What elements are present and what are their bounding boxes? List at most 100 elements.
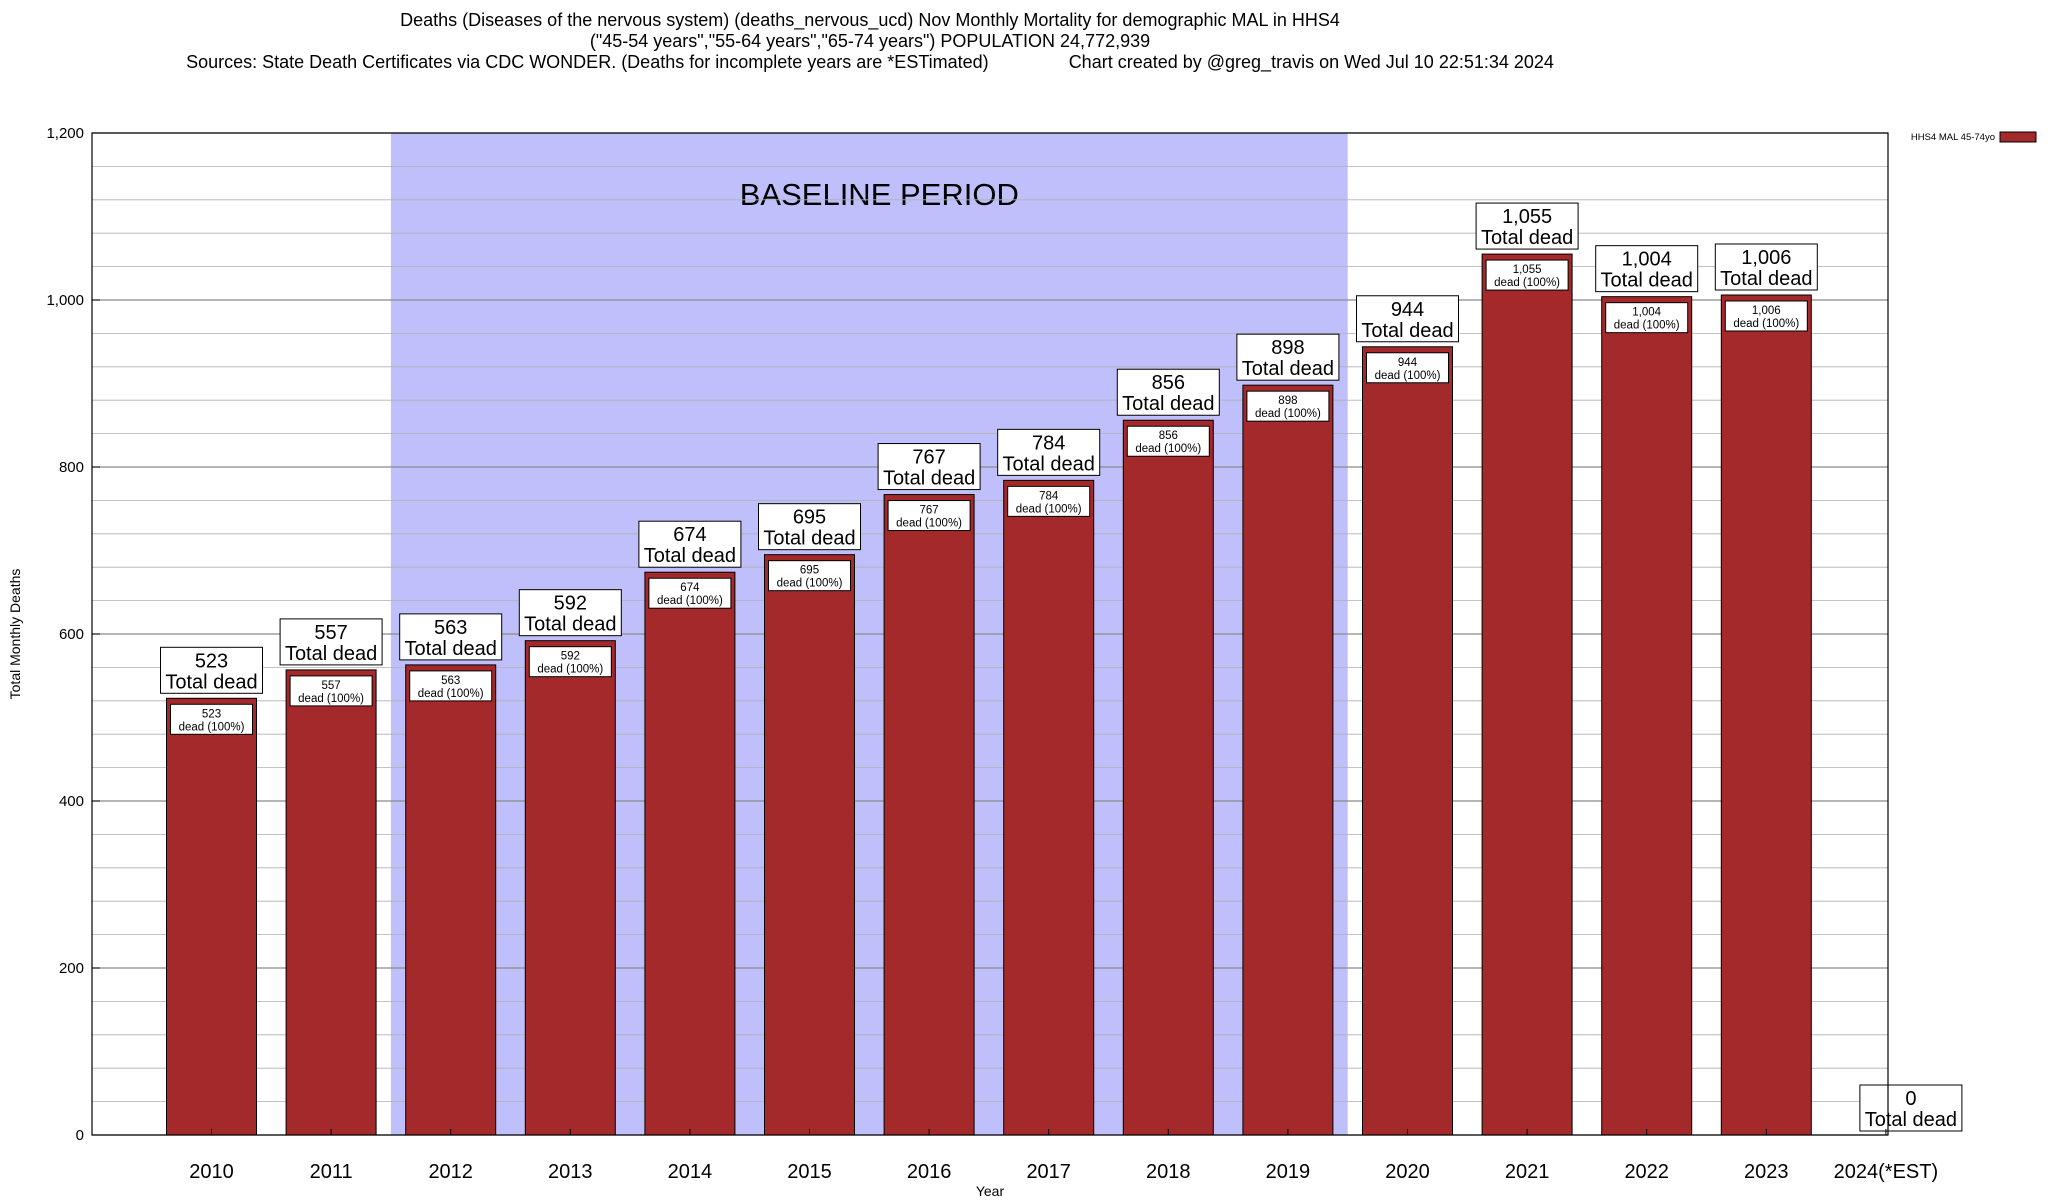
total-dead-label: Total dead bbox=[1481, 227, 1573, 249]
total-value-label: 1,006 bbox=[1741, 247, 1791, 269]
inner-label-box bbox=[1126, 425, 1210, 457]
inner-dead-label: dead (100%) bbox=[777, 578, 843, 590]
inner-value-label: 563 bbox=[441, 675, 460, 687]
chart-subtitle: ("45-54 years","55-64 years","65-74 year… bbox=[589, 31, 1151, 51]
bar bbox=[166, 697, 257, 1136]
total-value-label: 944 bbox=[1391, 299, 1424, 321]
x-tick-label: 2015 bbox=[787, 1161, 832, 1183]
bar bbox=[1601, 296, 1693, 1136]
inner-label-box bbox=[768, 560, 851, 592]
x-tick-label: 2011 bbox=[310, 1161, 353, 1183]
x-tick-label: 2021 bbox=[1505, 1161, 1550, 1183]
total-label-box bbox=[518, 589, 622, 637]
total-dead-label: Total dead bbox=[1601, 270, 1693, 292]
inner-value-label: 557 bbox=[322, 680, 341, 692]
y-tick-label: 600 bbox=[59, 626, 84, 643]
plot-frame bbox=[91, 132, 1889, 1136]
inner-value-label: 674 bbox=[680, 582, 700, 594]
inner-dead-label: dead (100%) bbox=[1733, 318, 1799, 330]
inner-label-box bbox=[1724, 300, 1808, 332]
total-dead-label: Total dead bbox=[883, 468, 975, 490]
y-tick-label: 1,200 bbox=[46, 125, 84, 142]
bar bbox=[764, 554, 855, 1136]
total-value-label: 1,004 bbox=[1622, 249, 1672, 271]
total-value-label: 856 bbox=[1152, 372, 1185, 394]
y-tick-label: 800 bbox=[59, 459, 84, 476]
x-tick-label: 2020 bbox=[1385, 1161, 1430, 1183]
total-dead-label: Total dead bbox=[644, 545, 736, 567]
y-tick-label: 200 bbox=[59, 960, 84, 977]
x-tick-label: 2010 bbox=[189, 1161, 234, 1183]
y-axis-title: Total Monthly Deaths bbox=[7, 569, 23, 700]
total-label-box bbox=[399, 613, 503, 661]
total-dead-label: Total dead bbox=[1122, 393, 1214, 415]
total-dead-label: Total dead bbox=[763, 528, 855, 550]
y-tick-label: 0 bbox=[76, 1127, 84, 1144]
x-tick-label: 2016 bbox=[907, 1161, 952, 1183]
total-label-box bbox=[1714, 243, 1818, 291]
baseline-label: BASELINE PERIOD bbox=[740, 177, 1019, 212]
total-value-label: 563 bbox=[434, 617, 467, 639]
inner-value-label: 944 bbox=[1398, 357, 1418, 369]
total-label-box bbox=[758, 503, 861, 551]
total-value-label: 1,055 bbox=[1502, 206, 1552, 228]
inner-label-box bbox=[1366, 352, 1449, 384]
x-tick-label: 2024(*EST) bbox=[1834, 1161, 1939, 1183]
total-label-box bbox=[638, 520, 742, 568]
inner-value-label: 1,006 bbox=[1752, 305, 1781, 317]
total-dead-label: Total dead bbox=[165, 671, 257, 693]
x-tick-label: 2012 bbox=[428, 1161, 473, 1183]
inner-value-label: 784 bbox=[1039, 490, 1059, 502]
inner-value-label: 1,055 bbox=[1513, 264, 1542, 276]
chart-sources-line: Sources: State Death Certificates via CD… bbox=[0, 52, 1740, 73]
total-value-label: 0 bbox=[1905, 1088, 1916, 1110]
total-label-box bbox=[1116, 368, 1220, 416]
total-label-box bbox=[1595, 245, 1699, 293]
bar bbox=[883, 494, 975, 1136]
bar bbox=[524, 640, 616, 1136]
inner-label-box bbox=[1246, 390, 1330, 422]
bar bbox=[1122, 419, 1214, 1136]
inner-value-label: 898 bbox=[1278, 395, 1297, 407]
total-label-box bbox=[997, 428, 1101, 476]
legend-swatch bbox=[1999, 131, 2037, 143]
inner-dead-label: dead (100%) bbox=[537, 664, 603, 676]
inner-dead-label: dead (100%) bbox=[1494, 277, 1560, 289]
inner-value-label: 523 bbox=[202, 708, 221, 720]
total-dead-label: Total dead bbox=[1361, 320, 1453, 342]
inner-value-label: 767 bbox=[920, 505, 939, 517]
bar bbox=[1242, 384, 1334, 1136]
chart-title-block: Deaths (Diseases of the nervous system) … bbox=[0, 10, 1740, 73]
inner-label-box bbox=[1485, 259, 1569, 291]
total-value-label: 898 bbox=[1271, 337, 1304, 359]
inner-value-label: 1,004 bbox=[1632, 307, 1661, 319]
inner-label-box bbox=[1605, 302, 1689, 334]
x-tick-label: 2014 bbox=[668, 1161, 713, 1183]
total-label-box bbox=[160, 646, 263, 694]
inner-dead-label: dead (100%) bbox=[1375, 370, 1441, 382]
inner-label-box bbox=[528, 646, 612, 678]
bar bbox=[1362, 346, 1453, 1136]
credit-text: Chart created by @greg_travis on Wed Jul… bbox=[1068, 52, 1554, 72]
total-value-label: 674 bbox=[673, 524, 706, 546]
inner-dead-label: dead (100%) bbox=[1614, 320, 1680, 332]
inner-value-label: 592 bbox=[561, 651, 580, 663]
total-dead-label: Total dead bbox=[405, 638, 497, 660]
inner-dead-label: dead (100%) bbox=[179, 721, 245, 733]
total-value-label: 557 bbox=[314, 622, 347, 644]
bar bbox=[405, 664, 497, 1136]
total-label-box bbox=[1236, 333, 1340, 381]
y-tick-label: 400 bbox=[59, 793, 84, 810]
inner-label-box bbox=[648, 577, 732, 609]
total-label-box bbox=[279, 618, 383, 666]
x-tick-label: 2013 bbox=[548, 1161, 593, 1183]
x-tick-label: 2018 bbox=[1146, 1161, 1191, 1183]
total-dead-label: Total dead bbox=[285, 643, 377, 665]
total-dead-label: Total dead bbox=[1003, 453, 1095, 475]
inner-label-box bbox=[1007, 485, 1091, 517]
total-value-label: 767 bbox=[912, 447, 945, 469]
total-dead-label: Total dead bbox=[1865, 1109, 1957, 1131]
total-dead-label: Total dead bbox=[524, 614, 616, 636]
inner-dead-label: dead (100%) bbox=[1135, 443, 1201, 455]
